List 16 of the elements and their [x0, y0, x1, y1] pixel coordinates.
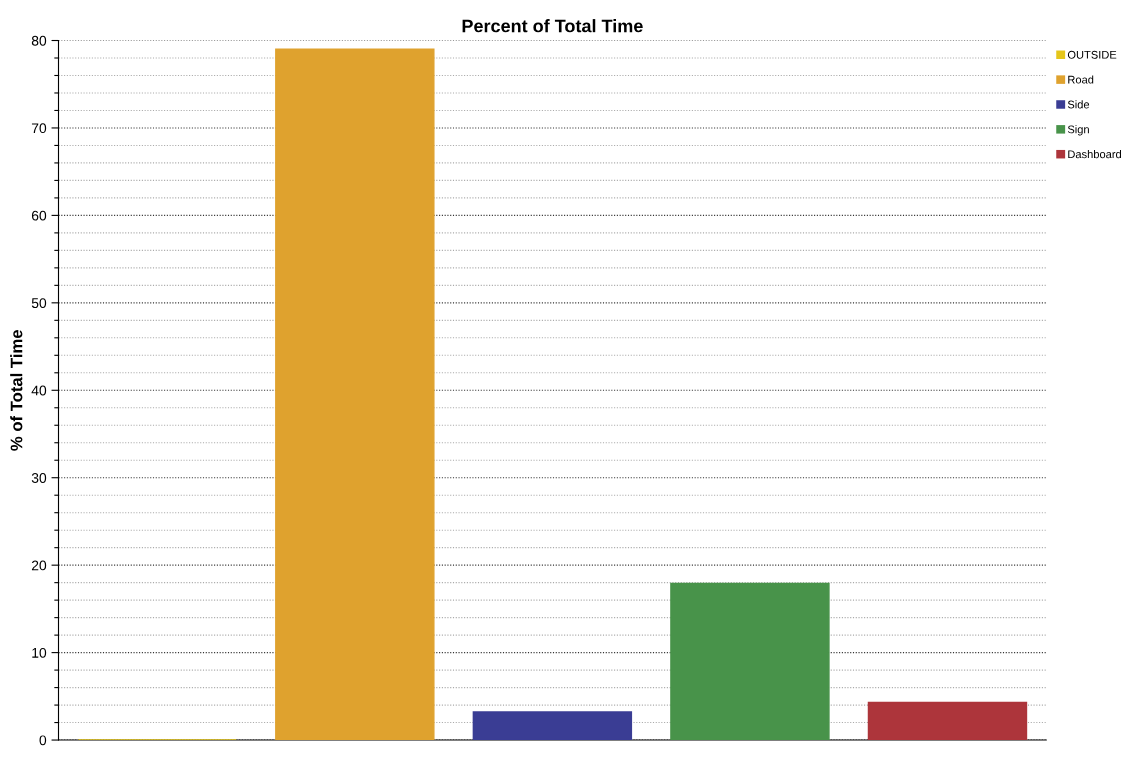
y-tick-label: 50 [31, 298, 47, 309]
y-axis-title: % of Total Time [10, 330, 23, 451]
y-tick-label: 40 [31, 385, 47, 396]
chart-title: Percent of Total Time [462, 19, 643, 33]
y-tick-label: 80 [31, 35, 47, 46]
y-tick-label: 20 [31, 560, 47, 571]
legend-label: Sign [1067, 125, 1089, 136]
legend-label: Side [1067, 100, 1090, 109]
y-tick-label: 0 [39, 735, 47, 746]
legend-label: Dashboard [1068, 150, 1121, 159]
y-tick-label: 60 [31, 210, 47, 221]
y-tick-label: 70 [31, 123, 47, 134]
y-tick-label: 10 [32, 647, 47, 658]
legend-label: OUTSIDE [1067, 50, 1117, 59]
y-tick-label: 30 [31, 473, 47, 483]
legend-label: Road [1068, 75, 1094, 84]
